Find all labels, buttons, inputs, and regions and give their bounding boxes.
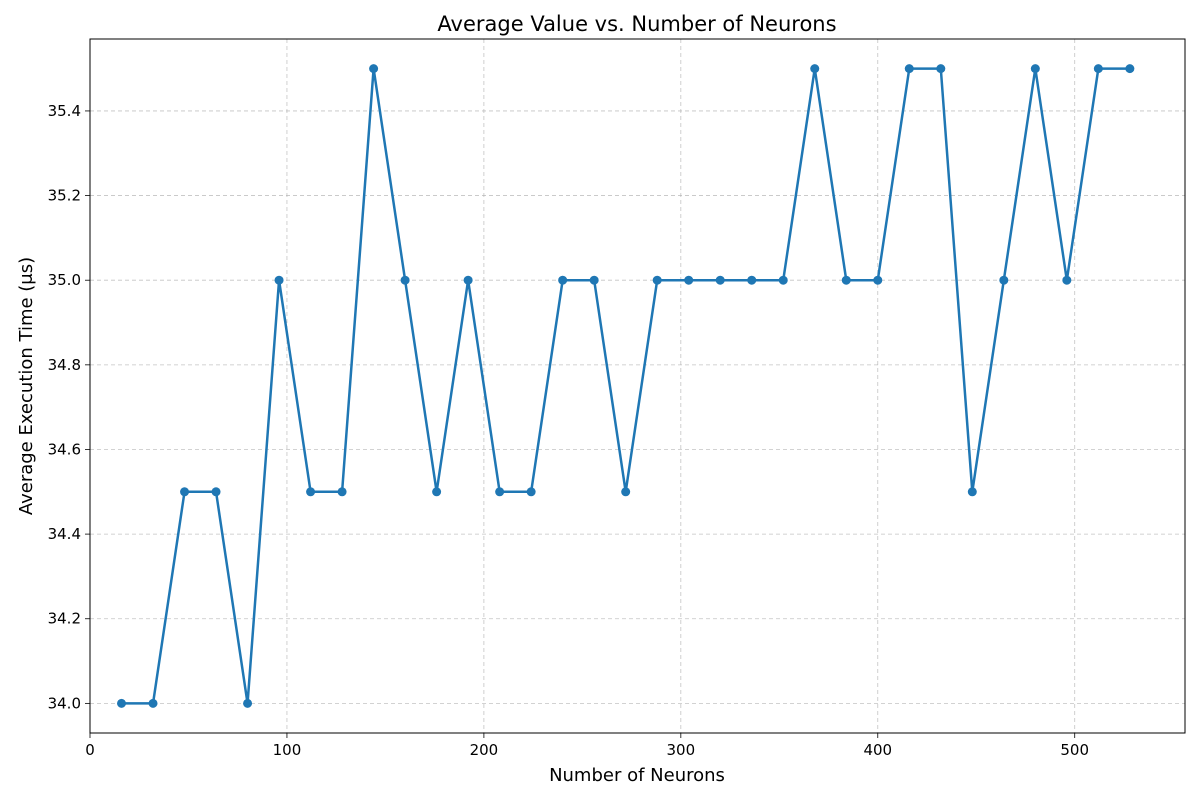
x-tick-label: 0 xyxy=(85,741,95,759)
data-point xyxy=(999,275,1009,285)
data-point xyxy=(400,275,410,285)
data-point xyxy=(652,275,662,285)
data-point xyxy=(306,487,316,497)
data-point xyxy=(1093,64,1103,74)
y-axis-label: Average Execution Time (μs) xyxy=(16,257,37,515)
data-point xyxy=(243,698,253,708)
data-point xyxy=(684,275,694,285)
data-point xyxy=(1062,275,1072,285)
data-point xyxy=(558,275,568,285)
y-tick-label: 34.6 xyxy=(48,440,81,458)
data-point xyxy=(1030,64,1040,74)
y-tick-label: 35.2 xyxy=(48,187,81,205)
plot-frame xyxy=(89,38,1186,734)
data-point xyxy=(337,487,347,497)
data-point xyxy=(873,275,883,285)
data-point xyxy=(589,275,599,285)
y-tick-label: 35.4 xyxy=(48,102,81,120)
data-point xyxy=(810,64,820,74)
x-tick-label: 500 xyxy=(1060,741,1089,759)
series-group xyxy=(117,64,1135,708)
x-tick-label: 300 xyxy=(667,741,696,759)
data-point xyxy=(621,487,631,497)
data-point xyxy=(1125,64,1135,74)
data-point xyxy=(148,698,158,708)
data-point xyxy=(432,487,442,497)
series-line xyxy=(121,67,1130,705)
data-point xyxy=(463,275,473,285)
data-point xyxy=(369,64,379,74)
data-point xyxy=(747,275,757,285)
y-tick-label: 34.4 xyxy=(48,525,81,543)
x-tick-label: 400 xyxy=(863,741,892,759)
data-point xyxy=(715,275,725,285)
x-axis: 0 100 200 300 400 500 xyxy=(85,733,1089,759)
data-point xyxy=(117,698,127,708)
data-point xyxy=(211,487,221,497)
y-tick-label: 34.2 xyxy=(48,610,81,628)
data-point xyxy=(841,275,851,285)
x-tick-label: 100 xyxy=(273,741,302,759)
y-tick-label: 34.0 xyxy=(48,694,81,712)
data-point xyxy=(526,487,536,497)
chart-title: Average Value vs. Number of Neurons xyxy=(437,12,836,36)
data-point xyxy=(274,275,284,285)
y-tick-label: 35.0 xyxy=(48,271,81,289)
data-point xyxy=(495,487,505,497)
data-point xyxy=(904,64,914,74)
data-point xyxy=(180,487,190,497)
y-axis: 34.0 34.2 34.4 34.6 34.8 35.0 35.2 35.4 xyxy=(48,102,90,712)
x-axis-label: Number of Neurons xyxy=(549,765,725,786)
data-point xyxy=(967,487,977,497)
data-point xyxy=(936,64,946,74)
x-tick-label: 200 xyxy=(470,741,499,759)
y-tick-label: 34.8 xyxy=(48,356,81,374)
data-point xyxy=(778,275,788,285)
